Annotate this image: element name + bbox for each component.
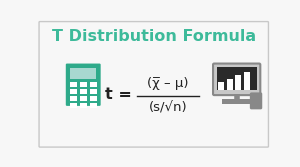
FancyBboxPatch shape [39, 22, 268, 147]
Bar [80, 103, 87, 108]
Bar [70, 96, 77, 101]
Bar [70, 68, 96, 78]
Bar [70, 82, 77, 87]
Bar [235, 75, 241, 90]
Bar [80, 96, 87, 101]
FancyBboxPatch shape [250, 92, 262, 109]
Bar [90, 103, 97, 108]
Bar [218, 82, 224, 90]
Bar [70, 89, 77, 94]
Bar [70, 103, 77, 108]
Text: t =: t = [105, 87, 132, 102]
Bar [244, 72, 250, 90]
Text: T Distribution Formula: T Distribution Formula [52, 30, 256, 44]
Bar [90, 96, 97, 101]
Bar [217, 67, 257, 90]
Text: (s/√n): (s/√n) [148, 101, 187, 114]
FancyBboxPatch shape [213, 64, 260, 95]
Bar [80, 82, 87, 87]
Text: (χ̅ – μ): (χ̅ – μ) [147, 77, 188, 90]
Bar [80, 89, 87, 94]
Bar [90, 89, 97, 94]
FancyBboxPatch shape [66, 64, 101, 106]
Bar [90, 82, 97, 87]
Bar [222, 99, 251, 104]
Bar [226, 79, 233, 90]
